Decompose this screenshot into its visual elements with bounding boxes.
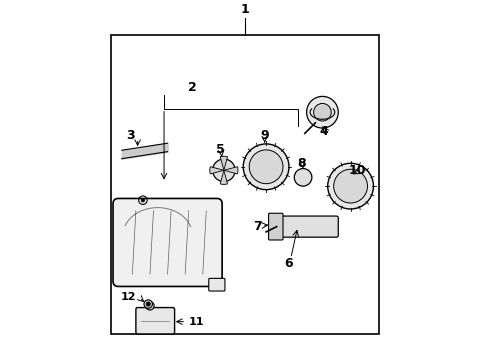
Text: 7: 7 (253, 220, 262, 233)
Circle shape (146, 302, 154, 310)
Wedge shape (220, 170, 227, 184)
Circle shape (141, 198, 145, 202)
Text: 12: 12 (121, 292, 136, 302)
Text: 10: 10 (349, 164, 367, 177)
Wedge shape (224, 167, 238, 174)
Circle shape (249, 150, 283, 184)
Wedge shape (220, 156, 227, 170)
Text: 9: 9 (260, 129, 269, 141)
Text: 4: 4 (320, 125, 329, 138)
Text: 2: 2 (188, 81, 196, 94)
FancyBboxPatch shape (113, 198, 222, 287)
Circle shape (294, 168, 312, 186)
FancyBboxPatch shape (278, 216, 338, 237)
Text: 3: 3 (126, 129, 135, 141)
FancyBboxPatch shape (269, 213, 283, 240)
Circle shape (314, 103, 331, 121)
FancyBboxPatch shape (136, 307, 174, 334)
Text: 6: 6 (285, 257, 294, 270)
Text: 1: 1 (241, 4, 249, 17)
Circle shape (334, 169, 368, 203)
Circle shape (243, 144, 289, 190)
Text: 8: 8 (297, 157, 306, 170)
Text: 11: 11 (189, 317, 204, 327)
FancyBboxPatch shape (209, 278, 225, 291)
Circle shape (144, 300, 152, 308)
Circle shape (213, 159, 235, 181)
Wedge shape (210, 167, 224, 174)
Circle shape (146, 302, 150, 306)
Circle shape (307, 96, 338, 128)
Text: 5: 5 (216, 143, 225, 156)
Circle shape (328, 163, 373, 209)
FancyBboxPatch shape (111, 35, 379, 334)
